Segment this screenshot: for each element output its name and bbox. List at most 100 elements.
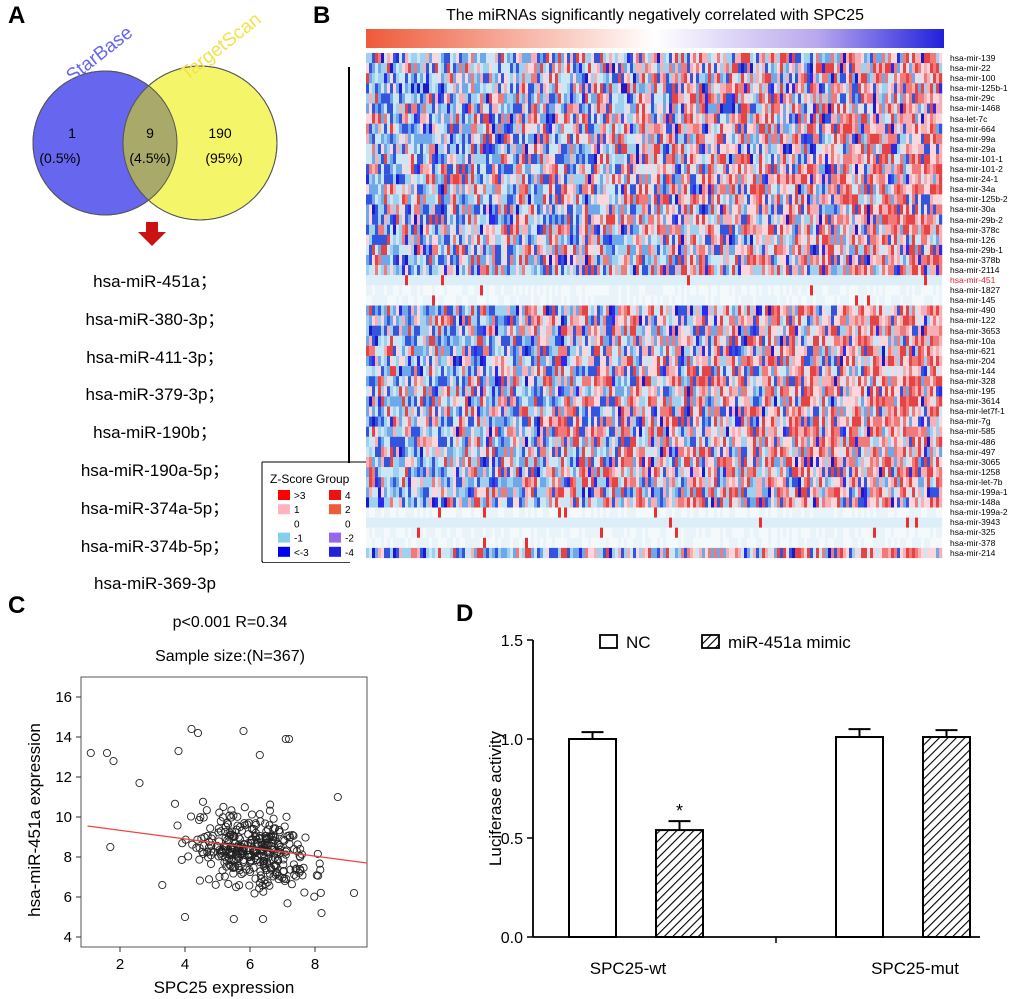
legend-label: -4: [345, 548, 354, 559]
legend-label: 0: [345, 519, 351, 530]
scatter-point: [236, 850, 245, 859]
scatter-point: [284, 734, 294, 744]
scatter-point: [106, 842, 115, 852]
scatter-point: [177, 855, 186, 864]
scatter-point: [219, 802, 228, 811]
scatter-point: [258, 881, 267, 890]
scatter-point: [206, 824, 215, 833]
venn-overlap-pct: (4.5%): [129, 150, 170, 166]
scatter-point: [187, 724, 196, 734]
scatter-point: [199, 841, 208, 850]
heatmap-row-label: hsa-mir-3614: [950, 396, 1001, 407]
heatmap-row-label: hsa-mir-34a: [950, 184, 996, 195]
scatter-point: [244, 818, 253, 827]
scatter-point: [249, 824, 258, 833]
scatter-chart: p<0.001 R=0.34 Sample size:(N=367) 2 4 6 8 4 6 8…: [25, 614, 368, 997]
scatter-point: [289, 860, 298, 869]
scatter-point: [245, 881, 254, 890]
heatmap-row-labels: hsa-mir-139 hsa-mir-22 hsa-mir-100 hsa-mir-…: [950, 53, 1020, 558]
bar-category-label: SPC25-mut: [871, 959, 959, 978]
scatter-point: [299, 863, 308, 872]
scatter-point: [202, 806, 211, 815]
scatter-point: [209, 848, 218, 857]
scatter-point: [195, 855, 204, 864]
x-tick-label: 8: [311, 956, 319, 973]
scatter-point: [260, 860, 269, 869]
zscore-legend-items: >3 1 0 -1 <-3 4 2 0 -2 -4: [278, 490, 354, 559]
heatmap-gradient-bar: [366, 29, 944, 48]
scatter-point: [221, 842, 230, 851]
mirna-list-item: hsa-miR-380-3p；: [85, 309, 225, 329]
bar: [835, 736, 884, 938]
scatter-point: [234, 833, 243, 842]
scatter-point: [269, 824, 278, 833]
overlap-mirna-list: hsa-miR-451a； hsa-miR-380-3p； hsa-miR-411-…: [30, 263, 280, 603]
legend-swatch: [329, 546, 341, 557]
heatmap-row-label: hsa-mir-585: [950, 426, 996, 437]
scatter-point: [259, 887, 268, 896]
scatter-point: [333, 792, 342, 802]
scatter-point: [239, 855, 248, 864]
scatter-point: [255, 810, 264, 819]
scatter-point: [221, 827, 230, 836]
y-tick-label: 4: [64, 929, 72, 946]
y-tick-label: 14: [55, 729, 72, 746]
heatmap-row-label: hsa-mir-24-1: [950, 174, 999, 185]
scatter-point: [222, 862, 231, 871]
heatmap-row-label: hsa-mir-126: [950, 234, 996, 245]
heatmap-row-label: hsa-mir-125b-2: [950, 194, 1008, 205]
scatter-point: [255, 831, 264, 840]
y-tick-label: 12: [55, 769, 72, 786]
regression-line: [87, 825, 368, 864]
heatmap: The miRNAs significantly negatively corr…: [261, 7, 944, 563]
scatter-point: [247, 810, 257, 819]
heatmap-row-label: hsa-mir-148a: [950, 497, 1001, 508]
heatmap-row-label: hsa-let-7c: [950, 113, 988, 124]
panel-label-a: A: [8, 2, 26, 29]
legend-label: 0: [294, 519, 300, 530]
legend-label: >3: [294, 491, 306, 502]
heatmap-row-label: hsa-mir-199a-1: [950, 487, 1008, 498]
scatter-point: [220, 872, 229, 881]
legend-label: NC: [626, 633, 651, 652]
scatter-point: [270, 861, 279, 870]
panel-label-b: B: [313, 2, 331, 29]
scatter-point: [313, 849, 322, 858]
scatter-point: [216, 827, 225, 836]
scatter-point: [239, 726, 248, 736]
legend-label: -2: [345, 534, 354, 545]
heatmap-row-label: hsa-mir-204: [950, 355, 996, 366]
scatter-point: [186, 812, 196, 821]
scatter-point: [244, 830, 253, 839]
heatmap-row-label: hsa-mir-2114: [950, 264, 1000, 275]
heatmap-row-label: hsa-mir-22: [950, 63, 991, 74]
scatter-point: [265, 869, 274, 878]
bar: [655, 829, 704, 938]
heatmap-row-label: hsa-mir-29a: [950, 143, 996, 154]
scatter-point: [228, 851, 237, 860]
scatter-point: [275, 845, 285, 854]
scatter-point: [301, 833, 310, 842]
heatmap-row-label: hsa-mir-664: [950, 123, 996, 134]
scatter-point: [195, 815, 204, 825]
scatter-point: [279, 860, 288, 869]
scatter-point: [199, 849, 208, 858]
legend-swatch: [329, 490, 341, 500]
scatter-point: [229, 914, 238, 924]
mirna-list-item: hsa-miR-369-3p: [94, 574, 216, 594]
scatter-point: [216, 817, 225, 826]
legend-swatch: [701, 634, 720, 649]
venn-left-count: 1: [68, 125, 76, 141]
scatter-point: [252, 856, 261, 865]
scatter-point: [227, 813, 236, 822]
x-tick-label: 6: [246, 956, 254, 973]
scatter-point: [249, 863, 258, 872]
scatter-point: [295, 851, 304, 861]
scatter-point: [279, 835, 288, 844]
scatter-point: [193, 728, 203, 738]
heatmap-title: The miRNAs significantly negatively corr…: [446, 7, 864, 24]
scatter-point: [215, 872, 224, 881]
venn-right-pct: (95%): [205, 150, 242, 166]
scatter-point: [276, 842, 285, 852]
scatter-point: [275, 826, 284, 835]
